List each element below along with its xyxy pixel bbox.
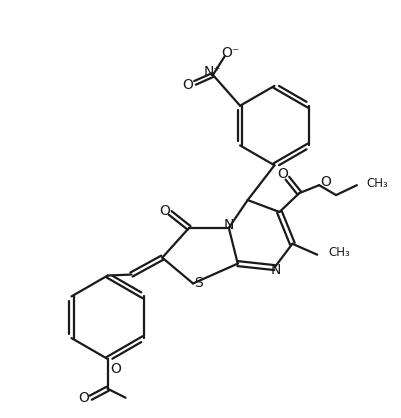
Text: N: N bbox=[269, 263, 280, 277]
Text: N: N bbox=[223, 218, 233, 232]
Text: N⁺: N⁺ bbox=[204, 65, 221, 79]
Text: O: O bbox=[158, 204, 169, 218]
Text: S: S bbox=[193, 276, 202, 291]
Text: O: O bbox=[276, 167, 287, 181]
Text: O: O bbox=[182, 78, 193, 92]
Text: O: O bbox=[78, 391, 89, 405]
Text: CH₃: CH₃ bbox=[327, 246, 349, 259]
Text: O⁻: O⁻ bbox=[221, 46, 239, 60]
Text: O: O bbox=[110, 362, 121, 376]
Text: O: O bbox=[320, 175, 331, 189]
Text: CH₃: CH₃ bbox=[366, 177, 388, 190]
